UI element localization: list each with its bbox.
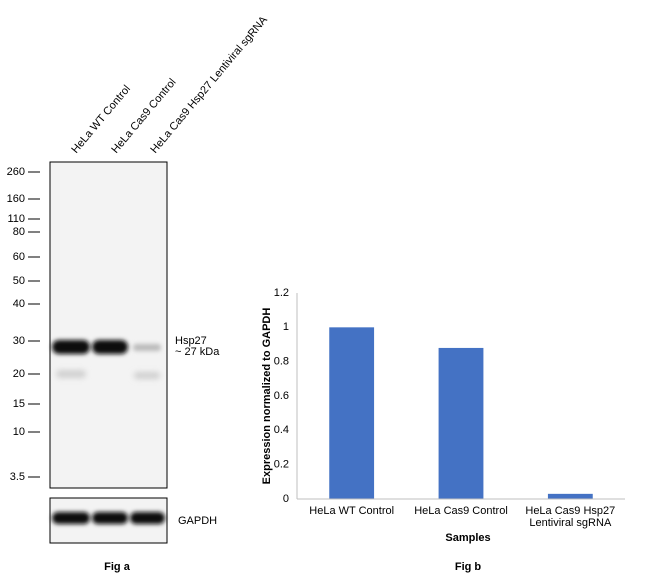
marker-label: 60 <box>13 251 25 263</box>
caption: Fig a <box>104 561 131 573</box>
loading-control-label: GAPDH <box>178 515 217 527</box>
band <box>133 344 161 351</box>
bar <box>547 493 593 499</box>
band <box>52 340 90 354</box>
x-tick-label: HeLa WT Control <box>309 505 394 517</box>
marker-label: 3.5 <box>10 471 25 483</box>
marker-label: 160 <box>7 193 25 205</box>
band <box>56 370 86 378</box>
y-tick-label: 1 <box>283 321 289 333</box>
marker-label: 50 <box>13 275 25 287</box>
marker-label: 80 <box>13 226 25 238</box>
x-tick-label: HeLa Cas9 Control <box>414 505 508 517</box>
blot-bands <box>52 340 165 524</box>
bar <box>329 327 375 499</box>
marker-label: 260 <box>7 166 25 178</box>
band <box>130 512 165 524</box>
y-axis-title: Expression normalized to GAPDH <box>261 308 273 485</box>
x-axis-title: Samples <box>445 532 490 544</box>
band <box>134 372 160 379</box>
marker-label: 30 <box>13 335 25 347</box>
marker-label: 15 <box>13 398 25 410</box>
bar <box>438 347 484 499</box>
band <box>92 512 128 524</box>
marker-label: 10 <box>13 426 25 438</box>
y-tick-label: 0.4 <box>274 424 289 436</box>
marker-label: 20 <box>13 368 25 380</box>
x-tick-label: HeLa Cas9 Hsp27 Lentiviral sgRNA <box>525 505 615 529</box>
y-tick-label: 0.6 <box>274 390 289 402</box>
y-tick-label: 0.2 <box>274 459 289 471</box>
band <box>92 340 128 354</box>
blot-panel <box>49 161 168 489</box>
band <box>52 512 90 524</box>
y-tick-label: 1.2 <box>274 287 289 299</box>
y-tick-label: 0 <box>283 493 289 505</box>
y-tick-label: 0.8 <box>274 356 289 368</box>
marker-label: 40 <box>13 298 25 310</box>
caption: Fig b <box>455 561 482 573</box>
marker-label: 110 <box>7 213 25 225</box>
band-label: Hsp27 <box>175 335 207 347</box>
band-size: ~ 27 kDa <box>175 346 220 358</box>
